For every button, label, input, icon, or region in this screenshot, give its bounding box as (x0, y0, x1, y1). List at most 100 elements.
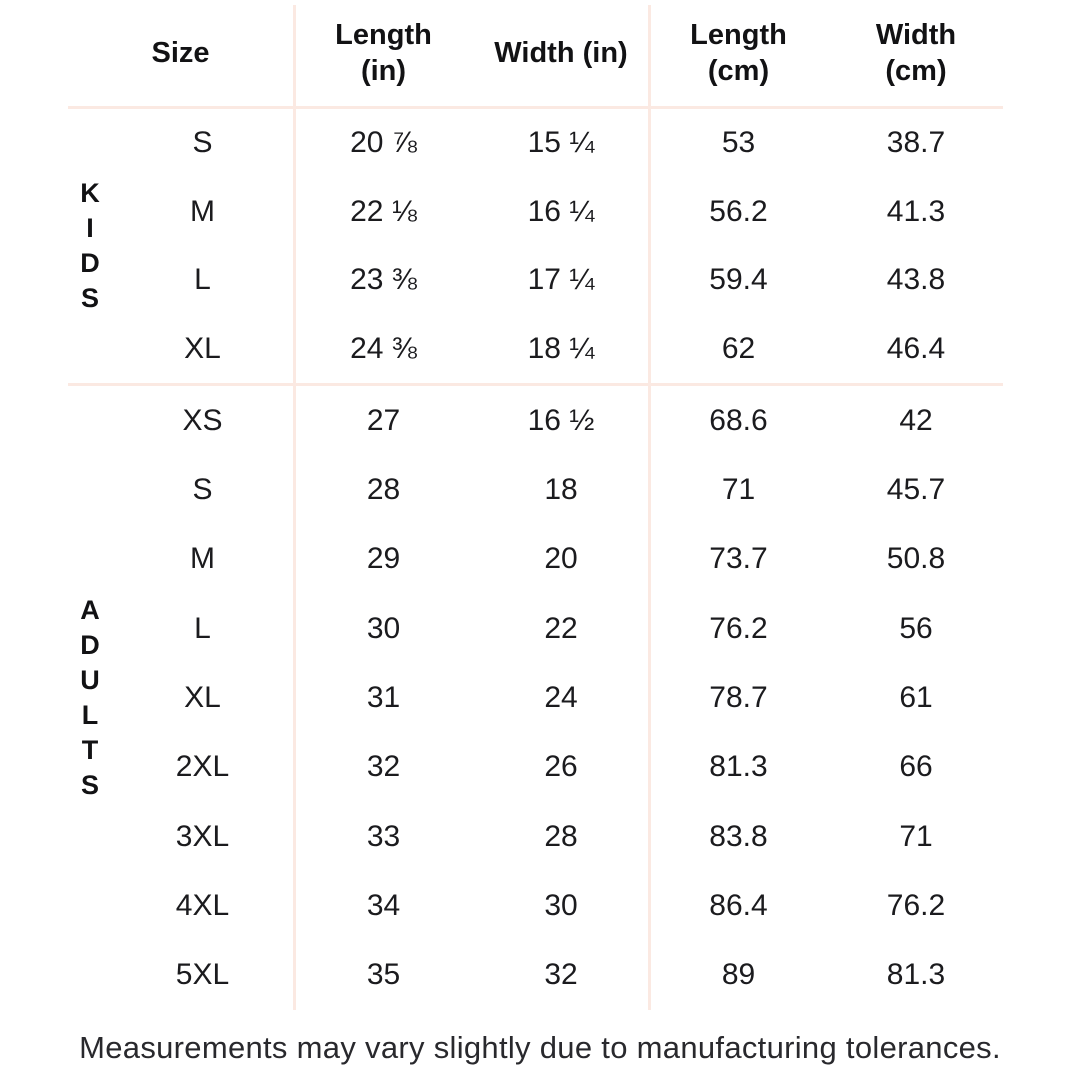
value-cell: 71 (899, 819, 933, 853)
value-cell: 32 (544, 958, 578, 992)
column-header-1: Length (in) (295, 0, 472, 106)
value-cell: 42 (899, 403, 933, 437)
size-cell: XL (184, 331, 221, 365)
value-cell: 20 ⅞ (350, 126, 417, 160)
kids-section-rows: S 20 ⅞ 15 ¼ 53 38.7 M 22 ⅛ 16 ¼ 56.2 41.3 L 23 ⅜ 17 … (0, 109, 1005, 383)
value-cell: 50.8 (886, 542, 946, 576)
table-row: XL 24 ⅜ 18 ¼ 62 46.4 (0, 315, 1005, 384)
value-cell: 56 (899, 611, 933, 645)
value-cell: 28 (544, 819, 578, 853)
divider-below-header (68, 106, 1003, 109)
group-letter: L (81, 700, 99, 730)
table-row: 5XL 35 32 89 81.3 (0, 941, 1005, 1010)
group-letter: S (80, 770, 99, 800)
divider-kids-adults (68, 383, 1003, 386)
value-cell: 81.3 (709, 750, 768, 784)
divider-vertical-cm (648, 5, 651, 1010)
group-letter: A (80, 595, 100, 625)
value-cell: 66 (899, 750, 933, 784)
size-cell: XS (182, 403, 223, 437)
size-cell: M (190, 194, 215, 228)
size-cell: XL (184, 680, 221, 714)
value-cell: 18 (544, 472, 578, 506)
column-header-line: Width (875, 19, 957, 51)
value-cell: 83.8 (709, 819, 768, 853)
size-cell: 2XL (175, 750, 230, 784)
value-cell: 71 (721, 472, 756, 506)
divider-vertical-inches (293, 5, 296, 1010)
value-cell: 24 (544, 680, 578, 714)
value-cell: 76.2 (709, 611, 768, 645)
size-cell: L (194, 263, 211, 297)
table-row: L 30 22 76.2 56 (0, 594, 1005, 663)
group-letter: I (86, 213, 94, 243)
table-row: XS 27 16 ½ 68.6 42 (0, 386, 1005, 455)
group-letter: T (81, 735, 99, 765)
value-cell: 78.7 (709, 680, 768, 714)
column-header-line: Length (335, 19, 432, 51)
group-letter: D (80, 630, 100, 660)
size-cell: S (192, 472, 213, 506)
column-header-2: Width (in) (472, 0, 650, 106)
value-cell: 46.4 (886, 331, 946, 365)
column-header-line: (cm) (707, 55, 770, 87)
size-cell: 5XL (175, 958, 230, 992)
value-cell: 17 ¼ (527, 263, 595, 297)
value-cell: 16 ¼ (527, 194, 595, 228)
size-cell: S (192, 126, 213, 160)
size-cell: 4XL (175, 888, 230, 922)
value-cell: 56.2 (709, 194, 768, 228)
value-cell: 27 (366, 403, 401, 437)
value-cell: 61 (899, 680, 933, 714)
value-cell: 45.7 (886, 472, 946, 506)
column-header-line: Width (in) (494, 37, 628, 69)
table-row: L 23 ⅜ 17 ¼ 59.4 43.8 (0, 246, 1005, 315)
value-cell: 43.8 (886, 263, 946, 297)
table-row: 4XL 34 30 86.4 76.2 (0, 871, 1005, 940)
value-cell: 30 (366, 611, 401, 645)
group-letter: S (80, 283, 99, 313)
size-cell: 3XL (175, 819, 230, 853)
value-cell: 18 ¼ (527, 331, 595, 365)
column-header-4: Width (cm) (827, 0, 1005, 106)
group-letter: U (80, 665, 100, 695)
value-cell: 31 (366, 680, 401, 714)
footnote: Measurements may vary slightly due to ma… (79, 1030, 1001, 1065)
column-header-0: Size (88, 0, 273, 106)
value-cell: 22 (544, 611, 578, 645)
group-letter: D (80, 248, 100, 278)
table-row: 2XL 32 26 81.3 66 (0, 733, 1005, 802)
value-cell: 16 ½ (527, 403, 595, 437)
size-cell: L (194, 611, 211, 645)
column-header-line: (cm) (885, 55, 947, 87)
value-cell: 34 (366, 888, 401, 922)
value-cell: 81.3 (886, 958, 946, 992)
value-cell: 35 (366, 958, 401, 992)
column-header-line: (in) (360, 55, 407, 87)
value-cell: 38.7 (886, 126, 946, 160)
value-cell: 32 (366, 750, 401, 784)
adults-section-rows: XS 27 16 ½ 68.6 42 S 28 18 71 45.7 M 29 20 73.7 50.8 L 3… (0, 386, 1005, 1010)
value-cell: 53 (721, 126, 756, 160)
size-cell: M (190, 542, 215, 576)
table-row: 3XL 33 28 83.8 71 (0, 802, 1005, 871)
value-cell: 89 (721, 958, 756, 992)
value-cell: 86.4 (709, 888, 768, 922)
value-cell: 20 (544, 542, 578, 576)
value-cell: 30 (544, 888, 578, 922)
group-letter: K (80, 178, 100, 208)
table-row: S 28 18 71 45.7 (0, 455, 1005, 524)
table-row: XL 31 24 78.7 61 (0, 663, 1005, 732)
value-cell: 23 ⅜ (350, 263, 417, 297)
table-row: M 22 ⅛ 16 ¼ 56.2 41.3 (0, 178, 1005, 247)
table-row: S 20 ⅞ 15 ¼ 53 38.7 (0, 109, 1005, 178)
value-cell: 15 ¼ (527, 126, 595, 160)
value-cell: 76.2 (886, 888, 946, 922)
value-cell: 59.4 (709, 263, 768, 297)
column-header-line: Length (690, 19, 787, 51)
table-header-row: Size Length (in) Width (in) Length (cm) Width (… (0, 0, 1005, 106)
value-cell: 33 (366, 819, 401, 853)
